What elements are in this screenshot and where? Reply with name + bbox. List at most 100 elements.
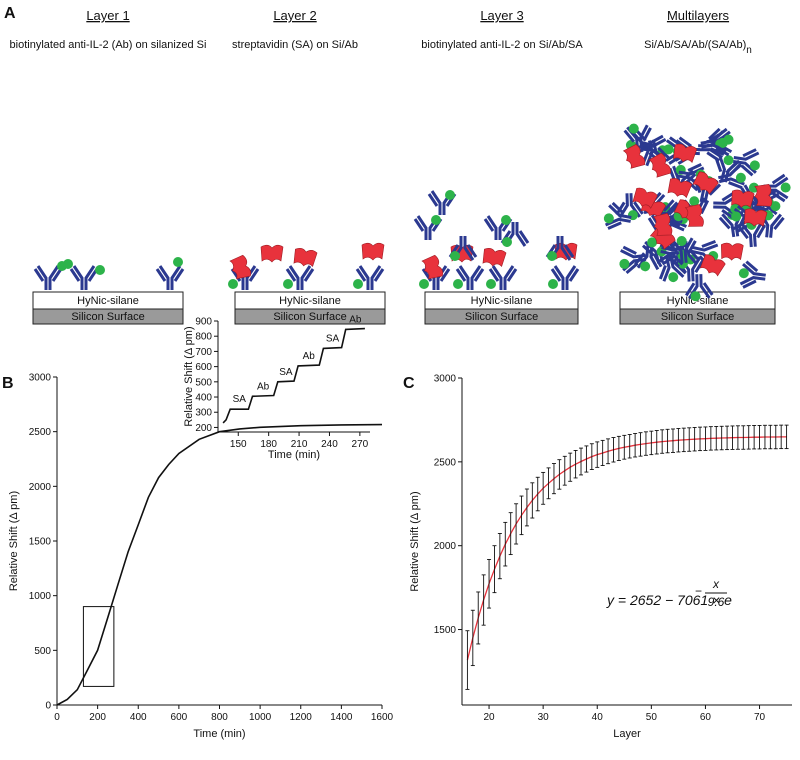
antibody-shape <box>448 236 478 261</box>
biotin-dot <box>770 201 781 212</box>
error-bar <box>584 445 589 473</box>
biotin-dot <box>453 279 463 289</box>
substrate-layer <box>619 308 776 325</box>
error-bar <box>551 463 556 495</box>
antibody-shape <box>756 211 785 238</box>
streptavidin-icon <box>229 254 251 280</box>
equation-exp-num: x <box>712 577 720 591</box>
panel-label: A <box>4 5 16 22</box>
antibody-shape <box>677 163 705 192</box>
antibody-shape <box>545 236 575 261</box>
error-bar <box>643 431 648 456</box>
layer-title: Multilayers <box>667 8 730 23</box>
data-line <box>222 327 365 424</box>
error-bar <box>687 427 692 452</box>
coating-label: HyNic-silane <box>279 295 341 307</box>
error-bar <box>762 424 767 450</box>
antibody-icon <box>448 236 478 261</box>
panel-label: C <box>403 375 415 392</box>
substrate-label: Silicon Surface <box>71 311 144 323</box>
antibody-shape <box>615 193 644 219</box>
y-tick-label: 0 <box>45 701 51 712</box>
streptavidin-shape <box>622 144 646 169</box>
y-tick-label: 900 <box>195 317 212 328</box>
antibody-icon <box>283 265 315 290</box>
error-bar <box>725 425 730 451</box>
x-tick-label: 70 <box>754 712 766 723</box>
subtitle-text: streptavidin (SA) on Si/Ab <box>232 39 358 51</box>
error-bar <box>568 452 573 482</box>
y-axis-title: Relative Shift (Δ pm) <box>183 326 195 426</box>
antibody-shape <box>691 239 719 268</box>
streptavidin-icon <box>622 144 646 169</box>
streptavidin-shape <box>482 248 507 268</box>
error-bar <box>606 438 611 465</box>
step-label: Ab <box>349 314 362 325</box>
layer-subtitle: Si/Ab/SA/Ab/(SA/Ab)n <box>644 39 752 56</box>
error-bar <box>546 467 551 500</box>
error-bar <box>692 427 697 452</box>
streptavidin-icon <box>699 254 726 277</box>
biotin-dot <box>735 172 746 183</box>
y-tick-label: 3000 <box>434 374 457 385</box>
data-line <box>56 423 383 706</box>
x-tick-label: 1200 <box>290 712 313 723</box>
x-tick-label: 50 <box>646 712 658 723</box>
streptavidin-icon <box>260 244 284 263</box>
layer-title: Layer 2 <box>273 8 316 23</box>
step-label: SA <box>233 394 247 405</box>
antibody-shape <box>739 260 766 289</box>
x-tick-label: 1000 <box>249 712 272 723</box>
antibody-shape <box>483 215 513 240</box>
error-bar <box>487 558 492 609</box>
y-axis-title: Relative Shift (Δ pm) <box>8 491 20 591</box>
biotin-dot <box>283 279 293 289</box>
antibody-icon <box>619 245 647 275</box>
streptavidin-shape <box>731 189 755 209</box>
error-bar <box>741 425 746 450</box>
x-tick-label: 800 <box>211 712 228 723</box>
streptavidin-shape <box>744 208 768 227</box>
streptavidin-shape <box>632 187 658 209</box>
substrate-label: Silicon Surface <box>661 311 734 323</box>
error-bar <box>638 432 643 457</box>
antibody-icon <box>623 123 652 151</box>
biotin-dot <box>723 155 734 166</box>
antibody-icon <box>668 236 697 264</box>
biotin-dot <box>431 215 441 225</box>
y-tick-label: 1500 <box>434 625 457 636</box>
biotin-dot <box>603 213 614 224</box>
error-bar <box>633 433 638 458</box>
antibody-icon <box>155 257 185 290</box>
streptavidin-shape <box>721 242 744 261</box>
biotin-dot <box>619 258 630 269</box>
zoom-box <box>82 606 115 687</box>
y-tick-label: 1000 <box>29 591 52 602</box>
antibody-shape <box>700 127 727 156</box>
error-bar <box>616 435 621 461</box>
error-bar <box>465 630 470 690</box>
antibody-shape <box>604 201 632 230</box>
streptavidin-shape <box>667 178 693 199</box>
biotin-dot <box>501 215 511 225</box>
antibody-shape <box>733 148 760 177</box>
error-bar <box>730 425 735 450</box>
x-tick-label: 1400 <box>330 712 353 723</box>
streptavidin-icon <box>684 204 704 227</box>
error-bar <box>562 455 567 486</box>
error-bar <box>773 424 778 450</box>
y-tick-label: 700 <box>195 347 212 358</box>
antibody-shape <box>737 221 767 248</box>
antibody-shape <box>230 265 260 290</box>
error-bar <box>541 471 546 505</box>
y-tick-label: 2500 <box>29 427 52 438</box>
streptavidin-icon <box>648 152 671 178</box>
antibody-icon <box>483 215 513 240</box>
error-bar <box>698 426 703 452</box>
antibody-shape <box>668 237 697 264</box>
step-label: Ab <box>257 381 270 392</box>
antibody-shape <box>713 191 739 220</box>
streptavidin-icon <box>482 248 507 268</box>
error-bar <box>654 430 659 455</box>
x-tick-label: 40 <box>592 712 604 723</box>
